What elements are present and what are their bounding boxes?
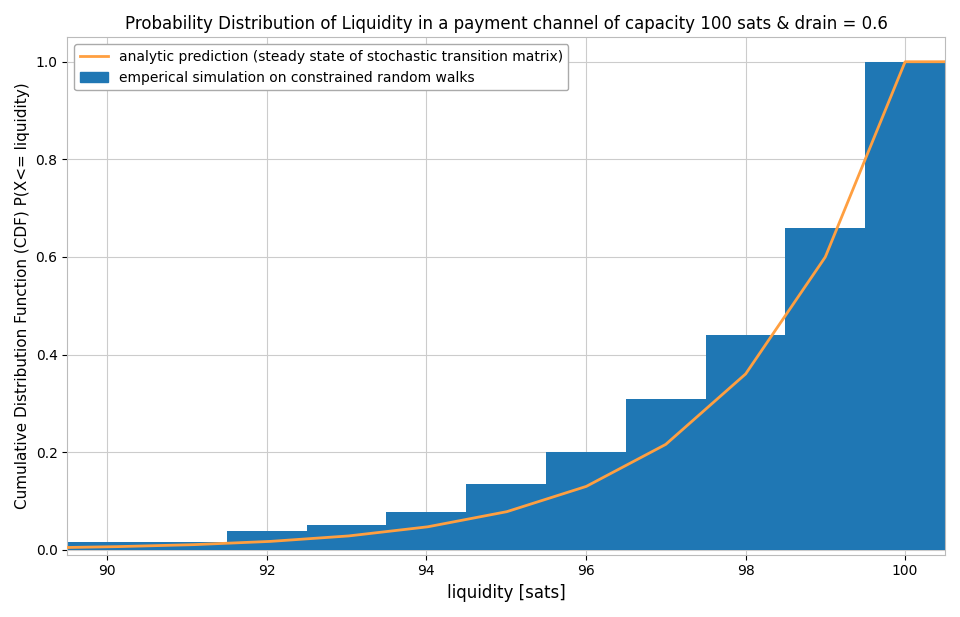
Bar	[706, 335, 785, 550]
Line: analytic prediction (steady state of stochastic transition matrix): analytic prediction (steady state of sto…	[67, 62, 945, 547]
Bar	[147, 542, 227, 550]
Y-axis label: Cumulative Distribution Function (CDF) P(X<= liquidity): Cumulative Distribution Function (CDF) P…	[15, 83, 30, 510]
analytic prediction (steady state of stochastic transition matrix)	[107, 543, 118, 550]
Bar	[306, 526, 387, 550]
analytic prediction (steady state of stochastic transition matrix)	[753, 352, 764, 359]
analytic prediction (steady state of stochastic transition matrix)	[939, 58, 950, 65]
analytic prediction (steady state of stochastic transition matrix)	[914, 58, 925, 65]
Bar	[67, 542, 147, 550]
analytic prediction (steady state of stochastic transition matrix)	[900, 58, 911, 65]
Bar	[387, 512, 467, 550]
X-axis label: liquidity [sats]: liquidity [sats]	[446, 584, 565, 602]
analytic prediction (steady state of stochastic transition matrix)	[465, 515, 476, 523]
Bar	[626, 399, 706, 550]
analytic prediction (steady state of stochastic transition matrix)	[914, 58, 925, 65]
Bar	[227, 531, 306, 550]
Legend: analytic prediction (steady state of stochastic transition matrix), emperical si: analytic prediction (steady state of sto…	[74, 44, 568, 90]
Title: Probability Distribution of Liquidity in a payment channel of capacity 100 sats : Probability Distribution of Liquidity in…	[125, 15, 888, 33]
Bar	[865, 62, 945, 550]
Bar	[785, 228, 865, 550]
analytic prediction (steady state of stochastic transition matrix)	[489, 510, 500, 518]
Bar	[546, 452, 626, 550]
Bar	[467, 484, 546, 550]
analytic prediction (steady state of stochastic transition matrix)	[61, 544, 73, 551]
